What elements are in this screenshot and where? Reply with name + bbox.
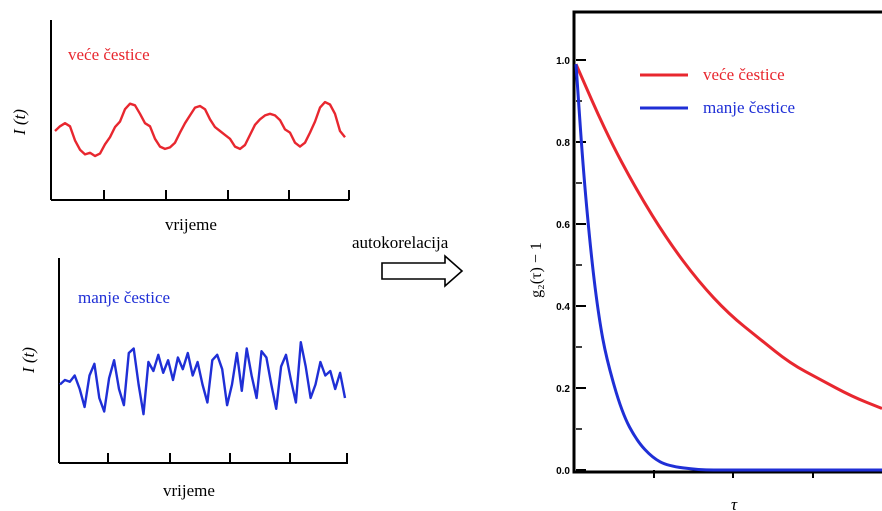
chart-y-axis-label: g₂(τ) − 1 <box>528 242 545 298</box>
chart-legend: veće čestice manje čestice <box>640 65 795 117</box>
legend-label: veće čestice <box>703 65 785 84</box>
top-signal-panel: veće čestice vrijeme I (t) <box>10 20 350 234</box>
legend-label: manje čestice <box>703 98 795 117</box>
y-tick-label: 1.0 <box>556 56 570 67</box>
y-tick-label: 0.2 <box>556 384 570 395</box>
right-arrow-icon <box>381 254 464 288</box>
series-line-manje-cestice <box>574 63 882 472</box>
bottom-x-axis-label: vrijeme <box>163 481 215 500</box>
top-x-axis-label: vrijeme <box>165 215 217 234</box>
bottom-y-axis-label: I (t) <box>19 347 38 374</box>
autocorrelation-chart: 0.0 0.2 0.4 0.6 0.8 1.0 veće čestice manje čes… <box>528 10 882 511</box>
bottom-panel-ticks <box>107 453 348 463</box>
top-signal-line <box>54 100 346 158</box>
bottom-signal-panel: manje čestice vrijeme I (t) <box>19 258 348 500</box>
autocorrelation-label: autokorelacija <box>352 233 449 252</box>
chart-frame <box>572 10 882 474</box>
chart-x-axis-label: τ <box>731 495 738 511</box>
autocorrelation-arrow-group: autokorelacija <box>352 233 464 288</box>
top-y-axis-label: I (t) <box>10 109 29 136</box>
top-series-label: veće čestice <box>68 45 150 64</box>
bottom-signal-line <box>59 341 347 416</box>
y-tick-label: 0.0 <box>556 466 570 477</box>
series-line-vece-cestice <box>574 63 882 410</box>
chart-series-lines <box>574 63 882 472</box>
top-panel-ticks <box>103 190 350 200</box>
y-tick-label: 0.6 <box>556 220 570 231</box>
chart-y-ticks: 0.0 0.2 0.4 0.6 0.8 1.0 <box>556 56 586 477</box>
bottom-series-label: manje čestice <box>78 288 170 307</box>
y-tick-label: 0.4 <box>556 302 570 313</box>
y-tick-label: 0.8 <box>556 138 570 149</box>
